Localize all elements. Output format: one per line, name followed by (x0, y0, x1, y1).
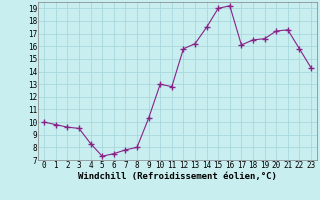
X-axis label: Windchill (Refroidissement éolien,°C): Windchill (Refroidissement éolien,°C) (78, 172, 277, 181)
